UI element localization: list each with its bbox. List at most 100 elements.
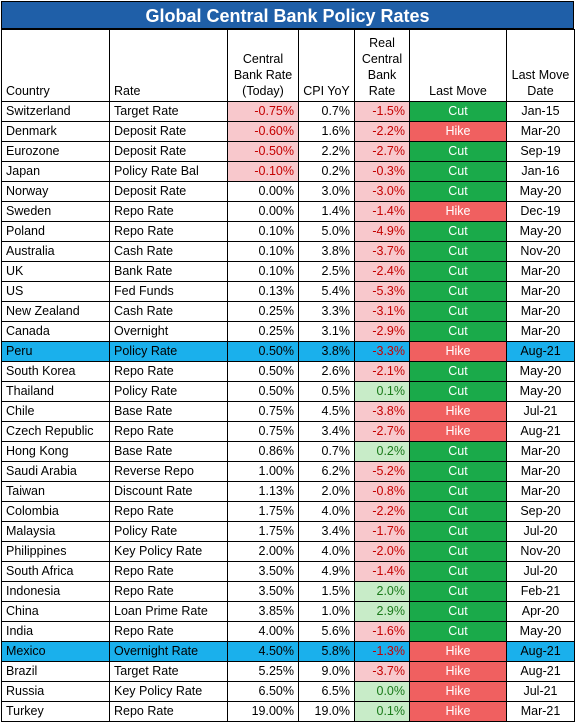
cell-country: South Korea [1,361,110,382]
cell-last-move: Cut [409,261,507,282]
cell-last-move-date: May-20 [506,361,575,382]
cell-real-rate: -0.3% [354,161,410,182]
cell-rate: Policy Rate Bal [109,161,228,182]
cell-last-move: Cut [409,461,507,482]
cell-real-rate: 0.1% [354,701,410,722]
cell-country: Russia [1,681,110,702]
cell-country: South Africa [1,561,110,582]
cell-rate: Repo Rate [109,201,228,222]
cell-real-rate: -1.5% [354,101,410,122]
cell-rate: Policy Rate [109,521,228,542]
cell-country: Taiwan [1,481,110,502]
table-row: Taiwan Discount Rate 1.13% 2.0% -0.8% Cut Mar-… [1,481,575,502]
cell-last-move: Cut [409,361,507,382]
cell-cpi: 4.0% [298,501,355,522]
cell-last-move-date: Aug-21 [506,641,575,662]
cell-country: Hong Kong [1,441,110,462]
table-row: Eurozone Deposit Rate -0.50% 2.2% -2.7% Cut Se… [1,141,575,162]
cell-last-move-date: Jul-20 [506,561,575,582]
cell-real-rate: -2.7% [354,141,410,162]
table-row: Malaysia Policy Rate 1.75% 3.4% -1.7% Cut Jul-… [1,521,575,542]
cell-real-rate: -2.2% [354,501,410,522]
table-row: Sweden Repo Rate 0.00% 1.4% -1.4% Hike Dec-19 [1,201,575,222]
cell-last-move: Cut [409,501,507,522]
cell-cpi: 5.8% [298,641,355,662]
cell-cpi: 2.0% [298,481,355,502]
cell-cb-rate: -0.50% [227,141,299,162]
cell-real-rate: -3.3% [354,341,410,362]
cell-last-move-date: Mar-20 [506,321,575,342]
cell-last-move: Cut [409,581,507,602]
cell-cb-rate: 0.10% [227,261,299,282]
cell-country: Brazil [1,661,110,682]
cell-cpi: 3.1% [298,321,355,342]
cell-real-rate: -3.7% [354,241,410,262]
cell-last-move: Cut [409,241,507,262]
cell-cb-rate: 0.10% [227,241,299,262]
cell-cpi: 1.5% [298,581,355,602]
cell-last-move: Cut [409,481,507,502]
cell-last-move-date: Mar-20 [506,261,575,282]
cell-last-move-date: May-20 [506,221,575,242]
cell-cpi: 5.0% [298,221,355,242]
cell-cb-rate: 2.00% [227,541,299,562]
cell-cb-rate: 0.25% [227,321,299,342]
cell-cb-rate: 0.50% [227,381,299,402]
cell-country: New Zealand [1,301,110,322]
cell-rate: Fed Funds [109,281,228,302]
cell-last-move: Cut [409,301,507,322]
cell-rate: Repo Rate [109,561,228,582]
cell-cpi: 4.0% [298,541,355,562]
table-row: Chile Base Rate 0.75% 4.5% -3.8% Hike Jul-21 [1,401,575,422]
cell-last-move: Cut [409,541,507,562]
cell-cpi: 0.7% [298,441,355,462]
cell-cpi: 19.0% [298,701,355,722]
cell-rate: Policy Rate [109,381,228,402]
cell-last-move: Cut [409,441,507,462]
cell-rate: Repo Rate [109,221,228,242]
cell-rate: Base Rate [109,441,228,462]
cell-country: Peru [1,341,110,362]
cell-real-rate: -3.8% [354,401,410,422]
cell-last-move: Cut [409,101,507,122]
cell-country: Malaysia [1,521,110,542]
cell-cpi: 0.7% [298,101,355,122]
cell-cb-rate: 0.86% [227,441,299,462]
cell-last-move-date: Aug-21 [506,341,575,362]
table-row: China Loan Prime Rate 3.85% 1.0% 2.9% Cut Apr-… [1,601,575,622]
table-row: Denmark Deposit Rate -0.60% 1.6% -2.2% Hike Ma… [1,121,575,142]
cell-cb-rate: 0.10% [227,221,299,242]
cell-cpi: 2.5% [298,261,355,282]
cell-cpi: 1.0% [298,601,355,622]
cell-cpi: 3.3% [298,301,355,322]
cell-rate: Overnight Rate [109,641,228,662]
cell-real-rate: -4.9% [354,221,410,242]
cell-last-move: Hike [409,341,507,362]
cell-country: India [1,621,110,642]
cell-cpi: 4.9% [298,561,355,582]
cell-rate: Repo Rate [109,501,228,522]
table-row: Peru Policy Rate 0.50% 3.8% -3.3% Hike Aug-21 [1,341,575,362]
cell-cb-rate: 3.50% [227,581,299,602]
table-row: India Repo Rate 4.00% 5.6% -1.6% Cut May-20 [1,621,575,642]
cell-country: Saudi Arabia [1,461,110,482]
cell-last-move-date: May-20 [506,621,575,642]
cell-cpi: 4.5% [298,401,355,422]
cell-cb-rate: 0.13% [227,281,299,302]
cell-cb-rate: 6.50% [227,681,299,702]
cell-cb-rate: 0.00% [227,201,299,222]
cell-last-move: Cut [409,321,507,342]
cell-cb-rate: 1.00% [227,461,299,482]
cell-real-rate: -1.4% [354,201,410,222]
cell-rate: Repo Rate [109,701,228,722]
cell-last-move-date: Dec-19 [506,201,575,222]
cell-last-move-date: Aug-21 [506,421,575,442]
rates-table: Country Rate Central Bank Rate (Today) C… [1,29,575,722]
cell-cb-rate: 4.00% [227,621,299,642]
table-row: South Africa Repo Rate 3.50% 4.9% -1.4% Cut Ju… [1,561,575,582]
table-row: US Fed Funds 0.13% 5.4% -5.3% Cut Mar-20 [1,281,575,302]
cell-rate: Deposit Rate [109,141,228,162]
cell-last-move-date: Jul-20 [506,521,575,542]
cell-last-move-date: Jan-15 [506,101,575,122]
